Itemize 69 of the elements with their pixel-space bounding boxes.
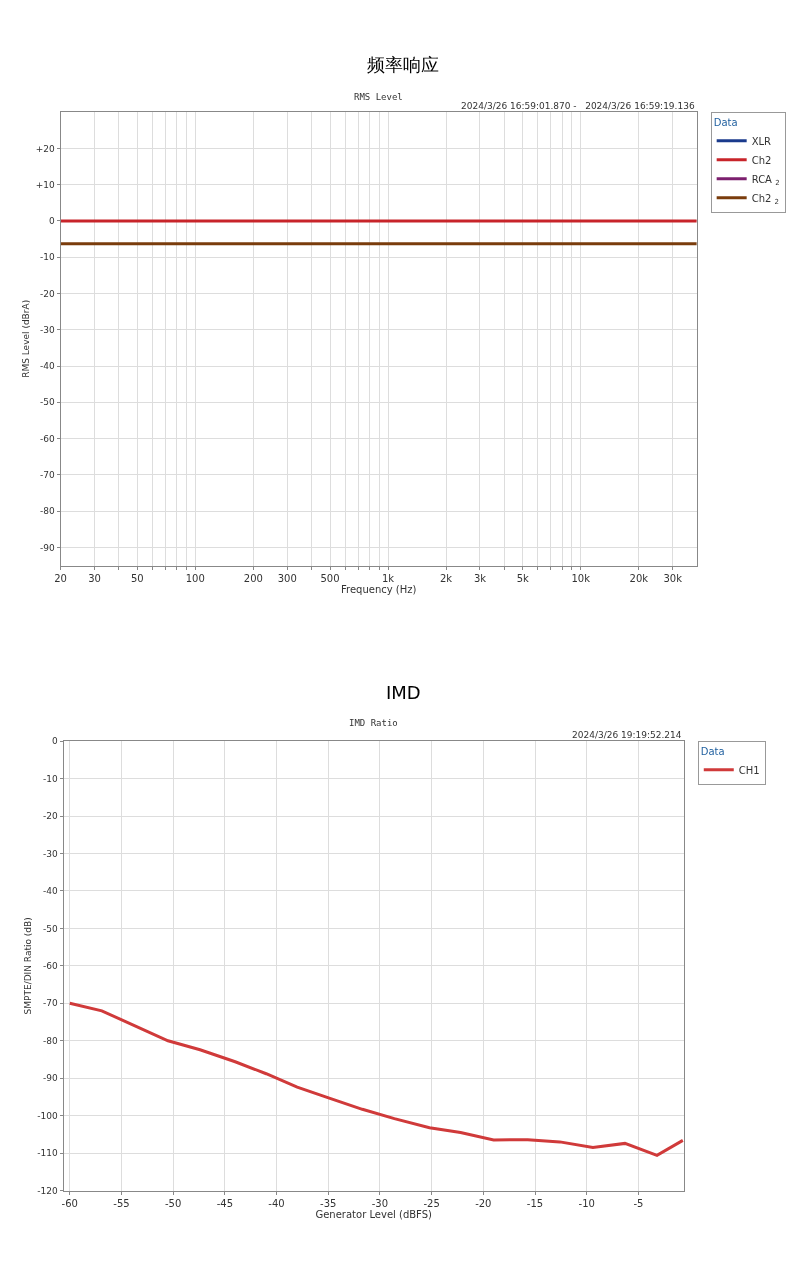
legend-label: CH1 bbox=[738, 764, 760, 776]
chart-title: IMD bbox=[386, 682, 421, 703]
x-tick-label: -10 bbox=[578, 1197, 595, 1209]
y-tick-label: -70 bbox=[40, 470, 56, 481]
y-tick-label: -10 bbox=[43, 773, 59, 784]
legend-label: Ch2 $_{2}$ bbox=[751, 192, 780, 206]
x-tick-label: 2k bbox=[439, 572, 453, 584]
x-tick-label: -20 bbox=[475, 1197, 492, 1209]
x-tick-label: -50 bbox=[164, 1197, 182, 1209]
x-tick-label: -25 bbox=[423, 1197, 440, 1209]
y-tick-label: -70 bbox=[43, 998, 59, 1009]
legend-label: RCA $_{2}$ bbox=[751, 173, 780, 187]
x-tick-label: -15 bbox=[526, 1197, 544, 1209]
y-tick-label: -110 bbox=[37, 1148, 59, 1159]
y-tick-label: 0 bbox=[52, 736, 59, 747]
y-tick-label: +10 bbox=[35, 179, 56, 190]
chart-title: 频率响应 bbox=[367, 54, 439, 75]
x-tick-label: 100 bbox=[185, 572, 205, 584]
y-tick-label: -60 bbox=[43, 961, 59, 972]
text: 2024/3/26 19:19:52.214 bbox=[572, 730, 682, 740]
y-tick-label: -60 bbox=[40, 433, 56, 444]
y-tick-label: -40 bbox=[43, 886, 59, 897]
legend-title: Data bbox=[700, 746, 725, 758]
y-tick-label: -120 bbox=[37, 1185, 59, 1196]
x-tick-label: -40 bbox=[268, 1197, 285, 1209]
chart-subtitle: IMD Ratio bbox=[349, 718, 398, 728]
x-tick-label: 5k bbox=[516, 572, 530, 584]
y-tick-label: -20 bbox=[40, 288, 56, 299]
y-tick-label: -30 bbox=[43, 848, 59, 859]
y-axis-title: SMPTE/DIN Ratio (dB) bbox=[22, 917, 33, 1015]
x-tick-label: 30 bbox=[88, 572, 101, 584]
x-tick-label: -60 bbox=[61, 1197, 78, 1209]
x-axis-title: Frequency (Hz) bbox=[340, 583, 417, 595]
y-tick-label: -30 bbox=[40, 324, 56, 335]
line-series bbox=[68, 1001, 684, 1157]
y-axis-title: RMS Level (dBrA) bbox=[21, 299, 32, 378]
x-tick-label: -55 bbox=[113, 1197, 130, 1209]
y-tick-label: -90 bbox=[40, 542, 56, 553]
chart-subtitle: RMS Level bbox=[354, 92, 403, 102]
y-tick-label: -50 bbox=[43, 923, 59, 934]
x-tick-label: -35 bbox=[320, 1197, 337, 1209]
x-tick-label: 20k bbox=[629, 572, 649, 584]
text: 2024/3/26 16:59:01.870 - 2024/3/26 16:59:19.136 bbox=[461, 101, 695, 111]
y-tick-label: -10 bbox=[40, 252, 56, 263]
y-tick-label: 0 bbox=[49, 216, 56, 227]
x-axis-title: Generator Level (dBFS) bbox=[315, 1208, 433, 1220]
x-tick-label: -45 bbox=[216, 1197, 234, 1209]
x-tick-label: 30k bbox=[663, 572, 683, 584]
legend-label: Ch2 bbox=[751, 154, 772, 166]
x-tick-label: 200 bbox=[243, 572, 263, 584]
y-tick-label: -80 bbox=[40, 506, 56, 517]
y-tick-label: -40 bbox=[40, 361, 56, 372]
y-tick-label: +20 bbox=[35, 143, 56, 154]
x-tick-label: -30 bbox=[371, 1197, 389, 1209]
x-tick-label: 1k bbox=[381, 572, 395, 584]
y-tick-label: -20 bbox=[43, 811, 59, 822]
legend-title: Data bbox=[713, 117, 738, 129]
y-tick-label: -80 bbox=[43, 1035, 59, 1046]
x-tick-label: 3k bbox=[473, 572, 487, 584]
x-tick-label: 20 bbox=[54, 572, 67, 584]
x-tick-label: 50 bbox=[130, 572, 144, 584]
y-tick-label: -50 bbox=[40, 397, 56, 408]
y-tick-label: -90 bbox=[43, 1073, 59, 1084]
x-tick-label: -5 bbox=[633, 1197, 644, 1209]
x-tick-label: 10k bbox=[571, 572, 591, 584]
x-tick-label: 300 bbox=[277, 572, 297, 584]
legend-label: XLR bbox=[751, 135, 772, 147]
y-tick-label: -100 bbox=[37, 1110, 59, 1121]
x-tick-label: 500 bbox=[320, 572, 340, 584]
